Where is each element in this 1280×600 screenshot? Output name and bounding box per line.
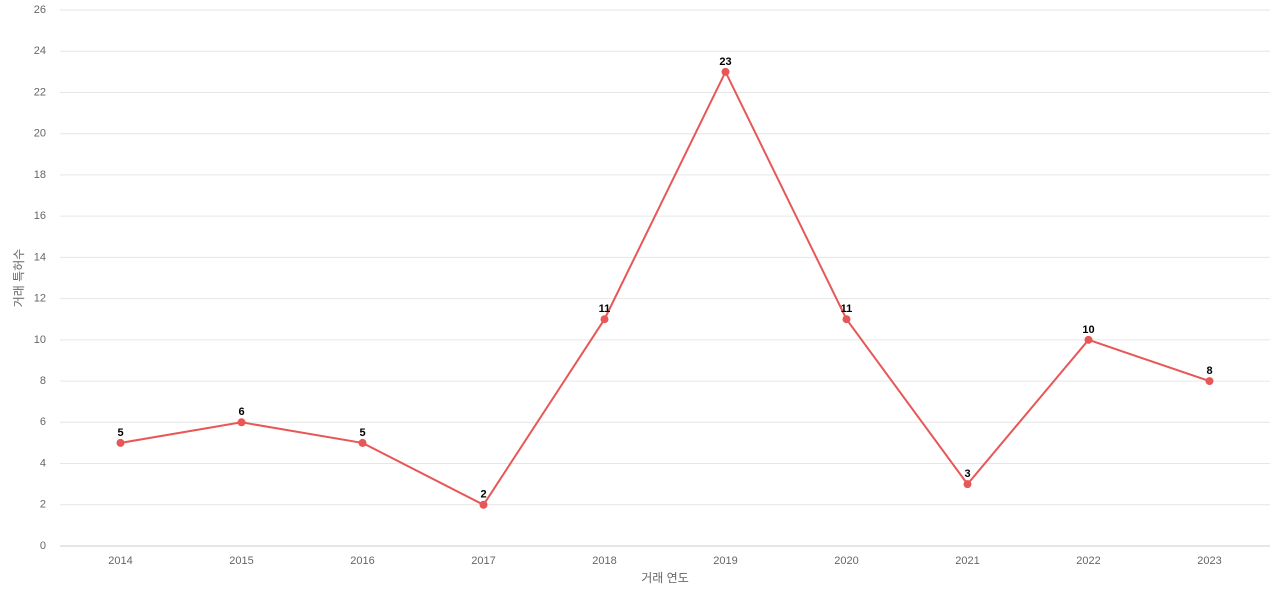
y-tick-label: 26 (34, 4, 46, 16)
data-label: 10 (1082, 324, 1094, 336)
data-point (600, 315, 609, 324)
y-tick-label: 20 (34, 128, 46, 140)
data-label: 5 (117, 427, 123, 439)
x-tick-label: 2015 (229, 555, 253, 567)
data-label: 6 (238, 406, 244, 418)
x-tick-label: 2019 (713, 555, 737, 567)
y-tick-label: 12 (34, 293, 46, 305)
x-tick-label: 2020 (834, 555, 858, 567)
data-label: 8 (1206, 365, 1212, 377)
x-tick-label: 2018 (592, 555, 616, 567)
x-tick-label: 2021 (955, 555, 979, 567)
y-tick-label: 24 (34, 45, 46, 57)
data-label: 23 (719, 56, 731, 68)
data-point (963, 480, 972, 489)
data-point (1205, 377, 1214, 386)
y-tick-label: 0 (40, 540, 46, 552)
data-label: 11 (599, 303, 611, 315)
data-label: 11 (841, 303, 853, 315)
y-tick-label: 2 (40, 499, 46, 511)
x-axis-title: 거래 연도 (641, 571, 689, 585)
data-point (237, 418, 246, 427)
data-label: 3 (964, 468, 970, 480)
data-point (116, 438, 125, 447)
y-tick-label: 10 (34, 334, 46, 346)
y-axis-title: 거래 특허수 (12, 249, 26, 308)
x-tick-label: 2022 (1076, 555, 1100, 567)
y-tick-label: 18 (34, 169, 46, 181)
data-point (1084, 335, 1093, 344)
data-label: 2 (480, 489, 486, 501)
y-tick-label: 6 (40, 416, 46, 428)
data-point (842, 315, 851, 324)
y-tick-label: 14 (34, 251, 46, 263)
data-point (721, 67, 730, 76)
y-tick-label: 16 (34, 210, 46, 222)
data-line (120, 69, 1210, 507)
y-tick-label: 4 (40, 457, 46, 469)
y-tick-label: 8 (40, 375, 46, 387)
x-tick-label: 2017 (471, 555, 495, 567)
x-tick-label: 2014 (108, 555, 132, 567)
data-point (358, 438, 367, 447)
data-label: 5 (359, 427, 365, 439)
y-tick-label: 22 (34, 86, 46, 98)
x-tick-label: 2016 (350, 555, 374, 567)
data-point (479, 500, 488, 509)
x-tick-label: 2023 (1197, 555, 1221, 567)
